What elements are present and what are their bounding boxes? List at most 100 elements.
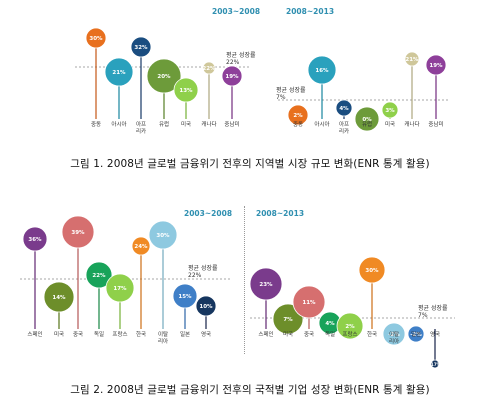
bubble-8 (172, 283, 198, 309)
category-label: 스페인 (258, 330, 273, 338)
chart-panel-1: 평균 성장률22%30%중동21%아시아32%아프리카20%유럽13%미국22%… (75, 27, 256, 135)
category-label: 이탈 (158, 330, 168, 338)
bubble-2 (104, 57, 134, 87)
category-label: 리아 (389, 337, 399, 345)
category-label: 미국 (181, 120, 191, 128)
fig2-period-right: 2008~2013 (256, 209, 305, 218)
bubble-value-label: 32% (134, 45, 148, 51)
bubble-6 (202, 61, 216, 75)
fig2-period-left: 2003~2008 (184, 209, 233, 218)
bubble-value-label: 10% (199, 304, 213, 310)
category-label: 중동 (91, 121, 101, 128)
bubble-value-label: 24% (134, 244, 148, 250)
category-label: 미국 (385, 120, 395, 128)
category-label: 프랑스 (342, 331, 357, 338)
average-label: 평균 성장률 (418, 304, 448, 312)
bubble-value-label: 22% (92, 273, 106, 279)
bubble-value-label: 13% (179, 88, 193, 94)
bubble-value-label: 19% (225, 74, 239, 80)
bubble-value-label: -2% (388, 332, 400, 338)
bubble-6 (358, 256, 386, 284)
bubble-7 (221, 65, 243, 87)
bubble-3 (335, 99, 353, 117)
bubble-9 (195, 295, 217, 317)
category-label: 영국 (201, 330, 211, 338)
category-label: 스페인 (27, 330, 42, 338)
bubble-value-label: 19% (429, 63, 443, 69)
average-label: 평균 성장률 (226, 51, 256, 59)
bubble-7 (148, 220, 178, 250)
bubble-3 (130, 36, 152, 58)
bubble-value-label: 14% (52, 295, 66, 301)
category-label: 유럽 (159, 120, 169, 128)
chart-panel-3: 평균 성장률22%36%스페인14%미국39%중국22%독일17%프랑스24%한… (20, 215, 232, 345)
average-value: 22% (226, 59, 240, 66)
category-label: 리카 (136, 127, 146, 135)
category-label: 리카 (339, 127, 349, 135)
category-label: 유럽 (362, 120, 372, 128)
category-label: 독일 (94, 330, 104, 338)
bubble-value-label: 20% (157, 74, 171, 80)
category-label: 아시아 (111, 120, 126, 128)
bubble-3 (61, 215, 95, 249)
category-label: 아시아 (314, 120, 329, 128)
bubble-value-label: 17% (113, 286, 127, 292)
category-label: 미국 (54, 330, 64, 338)
figure2-caption: 그림 2. 2008년 글로벌 금융위기 전후의 국적별 기업 성장 변화(EN… (70, 384, 430, 396)
bubble-value-label: 21% (112, 70, 126, 76)
bubble-4 (85, 261, 113, 289)
bubble-1 (249, 267, 283, 301)
bubble-9 (430, 359, 440, 369)
category-label: 리아 (158, 337, 168, 345)
category-label: 아프 (339, 120, 349, 128)
bubble-value-label: 21% (405, 57, 419, 63)
bubble-value-label: 4% (339, 106, 349, 112)
bubble-5 (381, 101, 399, 119)
bubble-8 (407, 325, 425, 343)
bubble-value-label: 30% (156, 233, 170, 239)
bubble-value-label: 30% (365, 268, 379, 274)
category-label: 프랑스 (112, 331, 127, 338)
bubble-5 (173, 77, 199, 103)
bubble-value-label: 0% (362, 117, 372, 123)
bubble-value-label: 11% (302, 300, 316, 306)
bubble-2 (272, 303, 304, 335)
bubble-1 (85, 27, 107, 49)
category-label: 일본 (411, 330, 421, 338)
category-label: 독일 (325, 330, 335, 338)
category-label: 한국 (367, 331, 377, 338)
fig1-period-left: 2003~2008 (212, 7, 261, 16)
bubble-value-label: -17% (429, 362, 440, 367)
category-label: 아프 (136, 120, 146, 128)
category-label: 중동 (293, 121, 303, 128)
bubble-value-label: 7% (283, 317, 293, 323)
category-label: 캐나다 (404, 120, 419, 128)
average-label: 평균 성장률 (276, 86, 306, 94)
average-value: 22% (188, 272, 202, 279)
category-label: 미국 (283, 330, 293, 338)
bubble-value-label: 4% (325, 321, 335, 327)
bubble-7 (425, 54, 447, 76)
category-label: 중남미 (428, 120, 443, 128)
bubble-value-label: 3% (385, 108, 395, 114)
category-label: 영국 (430, 330, 440, 338)
bubble-1 (22, 226, 48, 252)
average-value: 7% (276, 94, 286, 101)
bubble-value-label: 30% (89, 36, 103, 42)
bubble-7 (382, 322, 406, 346)
bubble-value-label: 39% (71, 230, 85, 236)
bubble-3 (292, 285, 326, 319)
bubble-2 (307, 55, 337, 85)
category-label: 중국 (304, 331, 314, 338)
category-label: 이탈 (389, 330, 399, 338)
bubble-value-label: 23% (259, 282, 273, 288)
category-label: 한국 (136, 331, 146, 338)
average-label: 평균 성장률 (188, 264, 218, 272)
bubble-value-label: 36% (28, 237, 42, 243)
bubble-value-label: 15% (178, 294, 192, 300)
bubble-2 (43, 281, 75, 313)
bubble-5 (336, 312, 364, 340)
